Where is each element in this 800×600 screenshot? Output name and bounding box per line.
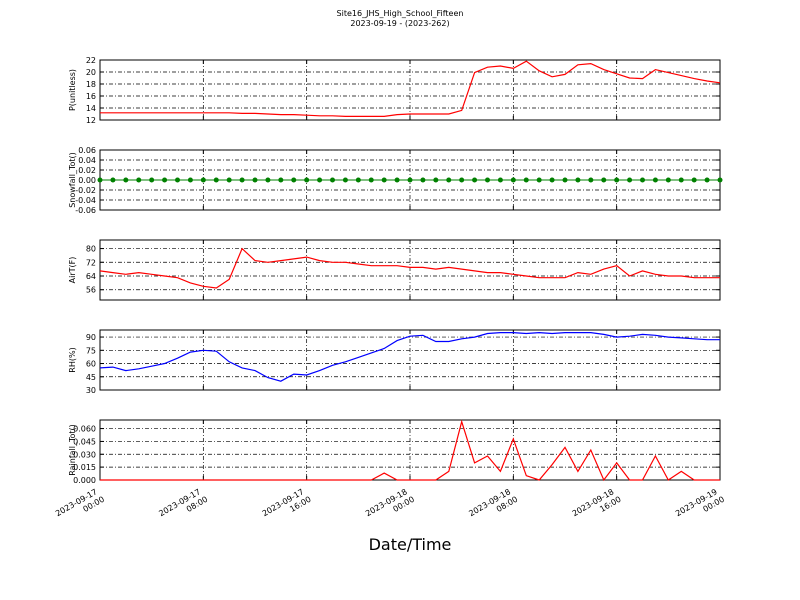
subtitle: 2023-09-19 - (2023-262) xyxy=(350,19,449,28)
data-line xyxy=(100,419,720,482)
y-axis-label: P(unitless) xyxy=(68,69,77,111)
data-marker xyxy=(678,177,684,183)
y-tick-label: 0.02 xyxy=(78,166,96,175)
data-marker xyxy=(162,177,168,183)
data-marker xyxy=(317,177,323,183)
x-tick-label: 2023-09-18 08:00 xyxy=(467,486,519,527)
data-marker xyxy=(342,177,348,183)
y-tick-label: 0.04 xyxy=(78,156,96,165)
data-marker xyxy=(265,177,271,183)
x-tick-label: 2023-09-17 08:00 xyxy=(157,486,209,527)
data-marker xyxy=(691,177,697,183)
data-marker xyxy=(407,177,413,183)
y-tick-label: 20 xyxy=(86,68,96,77)
data-marker xyxy=(523,177,529,183)
y-tick-label: 14 xyxy=(86,104,96,113)
title: Site16_JHS_High_School_Fifteen xyxy=(337,9,464,18)
y-tick-label: 56 xyxy=(86,286,96,295)
data-marker xyxy=(278,177,284,183)
data-marker xyxy=(510,177,516,183)
data-marker xyxy=(239,177,245,183)
y-tick-label: -0.06 xyxy=(75,206,96,215)
data-marker xyxy=(123,177,129,183)
y-tick-label: 30 xyxy=(86,386,96,395)
data-marker xyxy=(575,177,581,183)
data-marker xyxy=(472,177,478,183)
data-line xyxy=(100,60,721,117)
y-tick-label: 90 xyxy=(86,333,96,342)
data-marker xyxy=(187,177,193,183)
data-marker xyxy=(446,177,452,183)
y-tick-label: 60 xyxy=(86,360,96,369)
x-tick-label: 2023-09-18 00:00 xyxy=(364,486,416,527)
data-marker xyxy=(485,177,490,183)
data-marker xyxy=(497,177,503,183)
x-tick-label: 2023-09-18 16:00 xyxy=(571,486,623,527)
y-axis-label: AirT(F) xyxy=(68,257,77,284)
data-marker xyxy=(704,177,710,183)
x-tick-label: 2023-09-17 16:00 xyxy=(261,486,313,527)
data-marker xyxy=(200,177,206,183)
data-line xyxy=(99,331,720,382)
data-marker xyxy=(562,177,568,183)
y-tick-label: -0.02 xyxy=(75,186,96,195)
data-marker xyxy=(459,177,465,183)
data-marker xyxy=(252,177,258,183)
x-axis-label: Date/Time xyxy=(369,535,452,554)
data-marker xyxy=(549,177,555,183)
data-marker xyxy=(355,177,361,183)
data-line xyxy=(99,247,720,289)
y-tick-label: 45 xyxy=(86,373,96,382)
data-marker xyxy=(136,177,142,183)
data-marker xyxy=(717,177,723,183)
y-axis-label: Rainfall_Tot() xyxy=(68,424,77,476)
data-marker xyxy=(381,177,387,183)
data-marker xyxy=(536,177,542,183)
y-tick-label: 64 xyxy=(86,272,96,281)
data-marker xyxy=(627,177,633,183)
y-tick-label: 0.015 xyxy=(73,463,96,472)
data-marker xyxy=(601,177,607,183)
y-tick-label: 0.000 xyxy=(73,476,96,485)
data-marker xyxy=(149,177,155,183)
data-marker xyxy=(330,177,335,183)
data-marker xyxy=(588,177,594,183)
y-axis-label: RH(%) xyxy=(68,347,77,372)
data-marker xyxy=(291,177,297,183)
y-tick-label: -0.04 xyxy=(75,196,96,205)
y-tick-label: 75 xyxy=(86,346,96,355)
data-marker xyxy=(213,177,219,183)
data-marker xyxy=(652,177,658,183)
y-tick-label: 18 xyxy=(86,80,96,89)
y-tick-label: 80 xyxy=(86,245,96,254)
data-marker xyxy=(368,177,374,183)
x-tick-label: 2023-09-19 00:00 xyxy=(674,486,726,527)
y-tick-label: 0.06 xyxy=(78,146,96,155)
data-marker xyxy=(640,177,645,183)
data-marker xyxy=(614,177,620,183)
y-tick-label: 0.00 xyxy=(78,176,96,185)
y-tick-label: 16 xyxy=(86,92,96,101)
y-tick-label: 12 xyxy=(86,116,96,125)
y-tick-label: 0.060 xyxy=(73,425,96,434)
x-tick-label: 2023-09-17 00:00 xyxy=(54,486,106,527)
y-tick-label: 72 xyxy=(86,258,96,267)
data-marker xyxy=(110,177,116,183)
y-tick-label: 0.030 xyxy=(73,450,96,459)
data-marker xyxy=(226,177,232,183)
data-marker xyxy=(433,177,439,183)
data-marker xyxy=(175,177,180,183)
y-tick-label: 0.045 xyxy=(73,437,96,446)
y-axis-label: Snowfall_Tot() xyxy=(68,152,77,208)
data-marker xyxy=(394,177,400,183)
y-tick-label: 22 xyxy=(86,56,96,65)
data-marker xyxy=(665,177,671,183)
data-marker xyxy=(420,177,426,183)
data-marker xyxy=(304,177,310,183)
data-marker xyxy=(97,177,103,183)
